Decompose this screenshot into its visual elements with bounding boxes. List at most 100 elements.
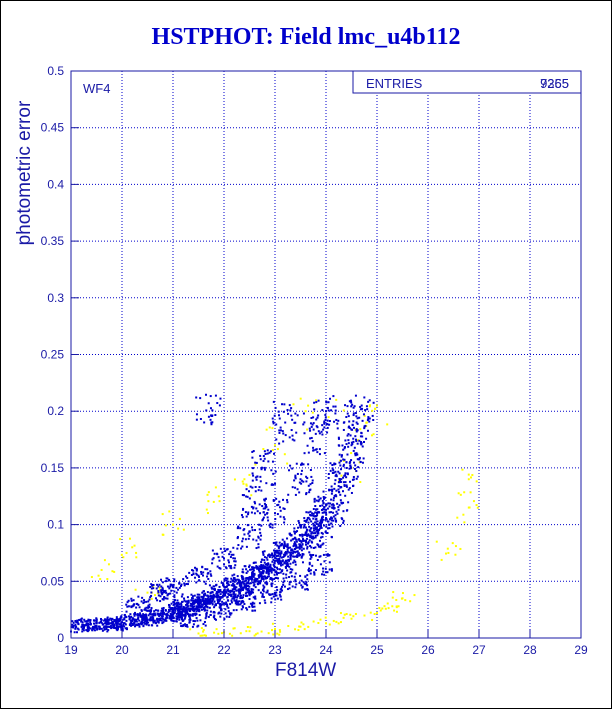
- blue-data-point: [294, 493, 297, 496]
- blue-data-point: [126, 601, 129, 604]
- blue-data-point: [305, 520, 308, 523]
- blue-data-point: [254, 580, 257, 583]
- blue-data-point: [273, 551, 276, 554]
- blue-data-point: [151, 615, 154, 618]
- blue-data-point: [262, 571, 265, 574]
- blue-data-point: [322, 542, 325, 545]
- blue-data-point: [154, 622, 157, 625]
- blue-data-point: [307, 484, 310, 487]
- blue-data-point: [309, 488, 312, 491]
- blue-data-point: [277, 414, 280, 417]
- blue-data-point: [368, 420, 371, 423]
- blue-data-point: [175, 617, 178, 620]
- blue-data-point: [342, 481, 345, 484]
- blue-data-point: [314, 546, 317, 549]
- blue-data-point: [171, 606, 174, 609]
- blue-data-point: [265, 482, 268, 485]
- blue-data-point: [280, 552, 283, 555]
- blue-data-point: [239, 588, 242, 591]
- blue-data-point: [233, 566, 236, 569]
- blue-data-point: [93, 629, 96, 632]
- blue-data-point: [211, 558, 214, 561]
- blue-data-point: [311, 512, 314, 515]
- blue-data-point: [272, 499, 275, 502]
- blue-data-point: [319, 504, 322, 507]
- blue-data-point: [252, 450, 255, 453]
- blue-data-point: [267, 572, 270, 575]
- blue-data-point: [340, 478, 343, 481]
- blue-data-point: [249, 485, 252, 488]
- blue-data-point: [203, 421, 206, 424]
- blue-data-point: [123, 622, 126, 625]
- blue-data-point: [274, 482, 277, 485]
- blue-data-point: [250, 576, 253, 579]
- blue-data-point: [274, 518, 277, 521]
- blue-data-point: [115, 622, 118, 625]
- blue-data-point: [265, 581, 268, 584]
- blue-data-point: [293, 541, 296, 544]
- blue-data-point: [247, 582, 250, 585]
- blue-data-point: [267, 508, 270, 511]
- blue-data-point: [338, 444, 341, 447]
- blue-data-point: [111, 623, 114, 626]
- yellow-data-point: [287, 625, 290, 628]
- blue-data-point: [359, 435, 362, 438]
- blue-data-point: [215, 584, 218, 587]
- blue-data-point: [322, 570, 325, 573]
- blue-data-point: [116, 619, 119, 622]
- blue-data-point: [278, 559, 281, 562]
- blue-data-point: [293, 559, 296, 562]
- yellow-data-point: [248, 473, 251, 476]
- blue-data-point: [266, 576, 269, 579]
- blue-data-point: [236, 547, 239, 550]
- blue-data-point: [121, 621, 123, 624]
- blue-data-point: [142, 625, 145, 628]
- blue-data-point: [270, 571, 273, 574]
- blue-data-point: [139, 615, 142, 618]
- blue-data-point: [76, 621, 79, 624]
- blue-data-point: [78, 618, 81, 621]
- blue-data-point: [172, 600, 175, 603]
- blue-data-point: [192, 602, 195, 605]
- blue-data-point: [280, 564, 283, 567]
- blue-data-point: [288, 436, 291, 439]
- yellow-data-point: [343, 613, 346, 616]
- blue-data-point: [209, 597, 212, 600]
- blue-data-point: [315, 508, 318, 511]
- blue-data-point: [214, 413, 217, 416]
- yellow-data-point: [337, 622, 340, 625]
- blue-data-point: [311, 514, 314, 517]
- blue-data-point: [195, 605, 198, 608]
- blue-data-point: [224, 586, 227, 589]
- blue-data-point: [272, 563, 275, 566]
- blue-data-point: [327, 502, 330, 505]
- blue-data-point: [156, 599, 159, 602]
- blue-data-point: [125, 619, 128, 622]
- blue-data-point: [112, 626, 115, 629]
- blue-data-point: [368, 417, 371, 420]
- blue-data-point: [267, 554, 270, 557]
- blue-data-point: [213, 589, 216, 592]
- blue-data-point: [270, 583, 273, 586]
- blue-data-point: [344, 481, 347, 484]
- blue-data-point: [168, 615, 171, 618]
- blue-data-point: [76, 631, 79, 634]
- blue-data-point: [350, 459, 353, 462]
- blue-data-point: [324, 517, 327, 520]
- blue-data-point: [307, 521, 310, 524]
- blue-data-point: [312, 532, 315, 535]
- blue-data-point: [195, 569, 198, 572]
- blue-data-point: [342, 521, 345, 524]
- blue-data-point: [201, 596, 204, 599]
- blue-data-point: [158, 583, 161, 586]
- blue-data-point: [171, 584, 174, 587]
- blue-data-point: [179, 585, 182, 588]
- blue-data-point: [100, 627, 103, 630]
- blue-data-point: [271, 582, 274, 585]
- blue-data-point: [188, 607, 191, 610]
- blue-data-point: [72, 624, 75, 627]
- blue-data-point: [335, 418, 338, 421]
- blue-data-point: [258, 523, 261, 526]
- blue-data-point: [251, 577, 254, 580]
- blue-data-point: [275, 557, 278, 560]
